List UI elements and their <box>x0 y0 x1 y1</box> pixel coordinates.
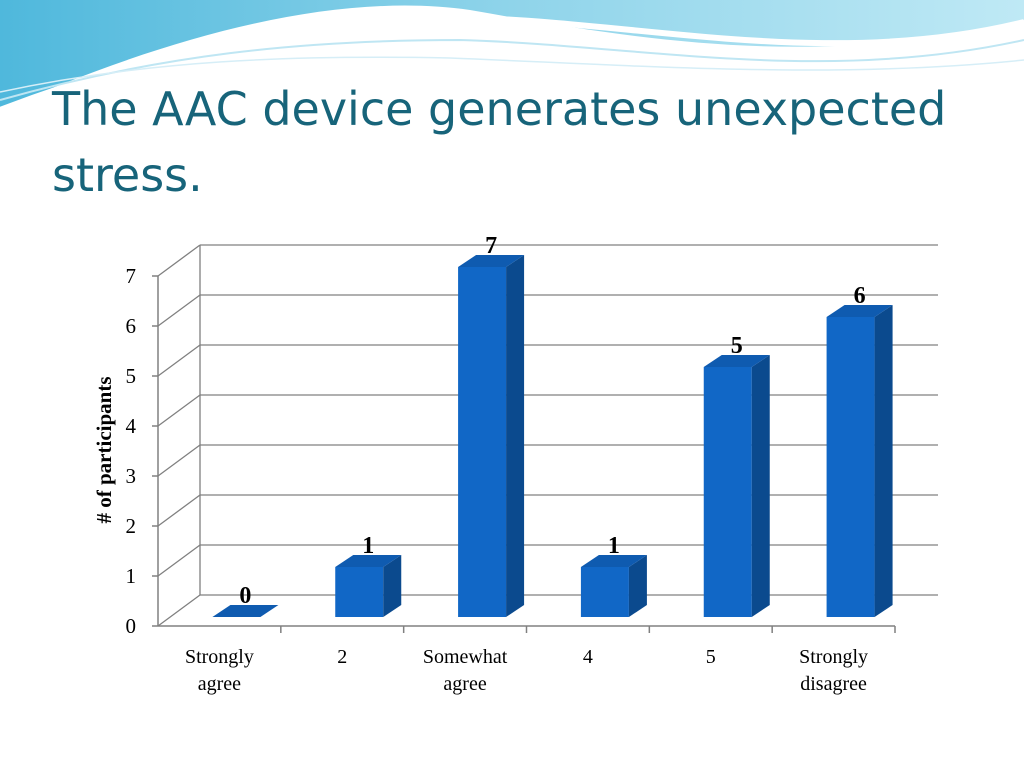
bar-side <box>383 555 402 617</box>
bar-top <box>212 605 279 617</box>
gridline-side <box>157 444 201 477</box>
bar <box>335 555 402 617</box>
slide-title: The AAC device generates unexpected stre… <box>52 82 947 202</box>
data-label: 1 <box>608 533 620 559</box>
x-category-label: 5 <box>706 646 716 668</box>
bar <box>703 355 770 617</box>
gridline-side <box>157 344 201 377</box>
data-label: 0 <box>239 583 251 609</box>
y-tick-label: 7 <box>126 264 137 288</box>
bar-side <box>874 305 893 617</box>
bar-front <box>703 367 752 617</box>
y-tick-label: 5 <box>126 364 137 388</box>
y-tick-label: 2 <box>126 514 137 538</box>
gridline-side <box>157 244 201 277</box>
gridline-side <box>157 394 201 427</box>
x-category-label: Strongly <box>185 646 254 668</box>
x-category-label: agree <box>443 673 486 695</box>
bar-top <box>458 255 525 267</box>
y-tick-label: 1 <box>126 564 137 588</box>
bar <box>580 555 647 617</box>
y-tick-label: 6 <box>126 314 137 338</box>
data-label: 7 <box>485 233 497 259</box>
gridline-side <box>157 544 201 577</box>
y-tick-label: 4 <box>126 414 137 438</box>
gridline-side <box>157 594 201 627</box>
gridline-side <box>157 294 201 327</box>
x-category-label: Strongly <box>799 646 868 668</box>
x-category-label: Somewhat <box>423 646 508 668</box>
y-tick-label: 0 <box>126 614 137 638</box>
data-label: 5 <box>731 333 743 359</box>
bar-top <box>703 355 770 367</box>
y-tick-label: 3 <box>126 464 137 488</box>
bar <box>458 255 525 617</box>
bar <box>826 305 893 617</box>
bar-top <box>580 555 647 567</box>
x-category-label: 4 <box>583 646 593 668</box>
bar-front <box>580 567 629 617</box>
bar <box>212 605 279 617</box>
bar-side <box>751 355 770 617</box>
data-label: 6 <box>854 283 866 309</box>
bar-front <box>335 567 384 617</box>
gridline-side <box>157 494 201 527</box>
bar-side <box>506 255 525 617</box>
bar-top <box>826 305 893 317</box>
x-category-label: 2 <box>337 646 347 668</box>
x-category-label: disagree <box>800 673 867 695</box>
data-label: 1 <box>362 533 374 559</box>
bar-top <box>335 555 402 567</box>
y-axis-title: # of participants <box>92 377 116 524</box>
bar-front <box>826 317 875 617</box>
bar-side <box>628 555 647 617</box>
bar-front <box>458 267 507 617</box>
x-category-label: agree <box>198 673 241 695</box>
